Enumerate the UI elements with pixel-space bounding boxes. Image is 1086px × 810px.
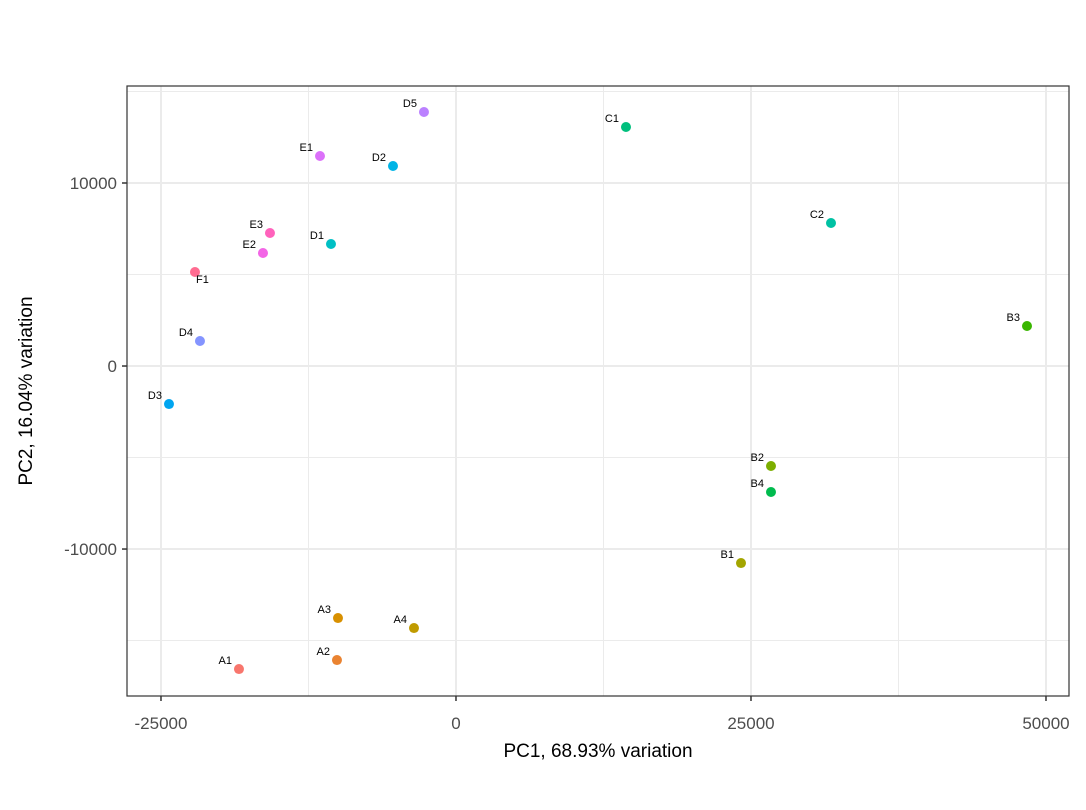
point-label: B1 xyxy=(721,549,734,561)
point-label: B4 xyxy=(751,478,764,490)
point xyxy=(314,151,325,162)
x-tick-label: 0 xyxy=(451,714,460,733)
x-tick-label: 50000 xyxy=(1022,714,1069,733)
plot-border xyxy=(126,85,1070,697)
point-label: C2 xyxy=(810,209,824,221)
point-label: D3 xyxy=(148,390,162,402)
y-axis-title: PC2, 16.04% variation xyxy=(16,296,37,485)
point xyxy=(408,623,419,634)
point xyxy=(765,487,776,498)
point xyxy=(387,160,398,171)
point-label: A3 xyxy=(318,604,331,616)
point xyxy=(735,558,746,569)
point xyxy=(332,613,343,624)
point-label: A2 xyxy=(317,646,330,658)
point xyxy=(331,655,342,666)
x-tick-label: -25000 xyxy=(135,714,188,733)
point xyxy=(418,106,429,117)
point-label: D1 xyxy=(310,230,324,242)
point xyxy=(163,399,174,410)
y-tick-label: 10000 xyxy=(70,174,117,193)
point-label: D4 xyxy=(179,327,193,339)
x-tick-label: 25000 xyxy=(727,714,774,733)
point-label: A1 xyxy=(219,655,232,667)
point xyxy=(1021,321,1032,332)
point xyxy=(194,336,205,347)
point-label: E1 xyxy=(300,142,313,154)
y-tick-label: 0 xyxy=(108,357,117,376)
point-label: E2 xyxy=(243,239,256,251)
point xyxy=(825,218,836,229)
point-label: B3 xyxy=(1007,312,1020,324)
point-label: A4 xyxy=(394,614,407,626)
point xyxy=(264,228,275,239)
point-label: B2 xyxy=(751,452,764,464)
point-label: C1 xyxy=(605,113,619,125)
point-label: D2 xyxy=(372,152,386,164)
point xyxy=(325,238,336,249)
point-label: F1 xyxy=(196,274,209,286)
point xyxy=(620,121,631,132)
point-label: E3 xyxy=(250,219,263,231)
point xyxy=(233,664,244,675)
point xyxy=(189,267,200,278)
y-tick-label: -10000 xyxy=(64,540,117,559)
x-axis-title: PC1, 68.93% variation xyxy=(503,741,692,762)
point xyxy=(765,461,776,472)
point-label: D5 xyxy=(403,98,417,110)
point xyxy=(257,248,268,259)
